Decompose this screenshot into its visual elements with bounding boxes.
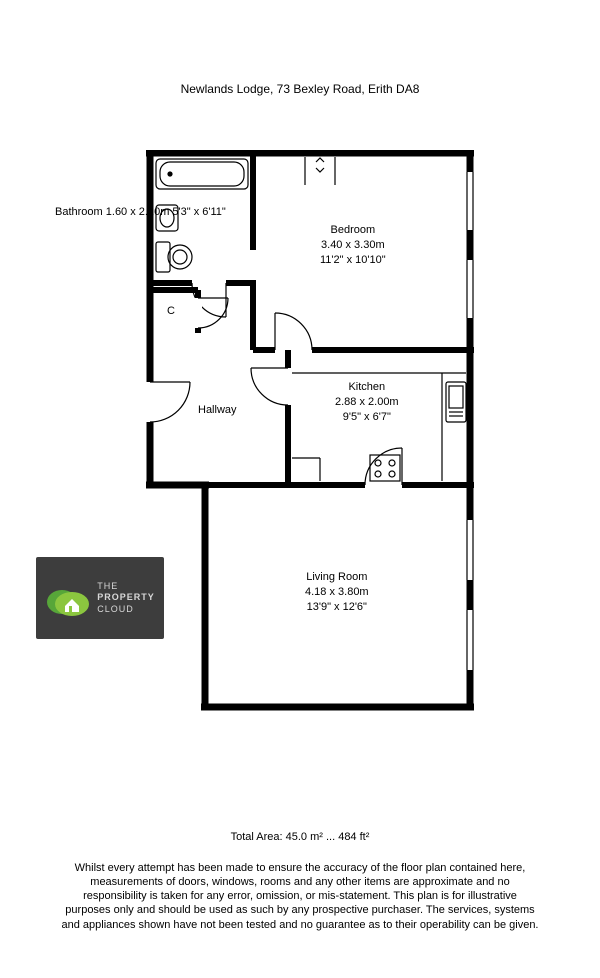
bedroom-label: Bedroom 3.40 x 3.30m 11'2" x 10'10" (320, 223, 386, 268)
property-title: Newlands Lodge, 73 Bexley Road, Erith DA… (0, 82, 600, 96)
floor-plan: Bathroom 1.60 x 2.10m 5'3" x 6'11" Bedro… (120, 150, 490, 740)
bathroom-label: Bathroom 1.60 x 2.10m 5'3" x 6'11" (55, 205, 226, 220)
cloud-icon (45, 579, 91, 617)
page: Newlands Lodge, 73 Bexley Road, Erith DA… (0, 0, 600, 978)
cupboard-label: C (167, 305, 175, 317)
living-label: Living Room 4.18 x 3.80m 13'9" x 12'6" (305, 570, 369, 615)
kitchen-label: Kitchen 2.88 x 2.00m 9'5" x 6'7" (335, 380, 399, 425)
disclaimer-text: Whilst every attempt has been made to en… (60, 861, 540, 932)
hallway-label: Hallway (198, 403, 237, 418)
total-area: Total Area: 45.0 m² ... 484 ft² (0, 831, 600, 843)
logo-line1: THE (97, 581, 118, 591)
